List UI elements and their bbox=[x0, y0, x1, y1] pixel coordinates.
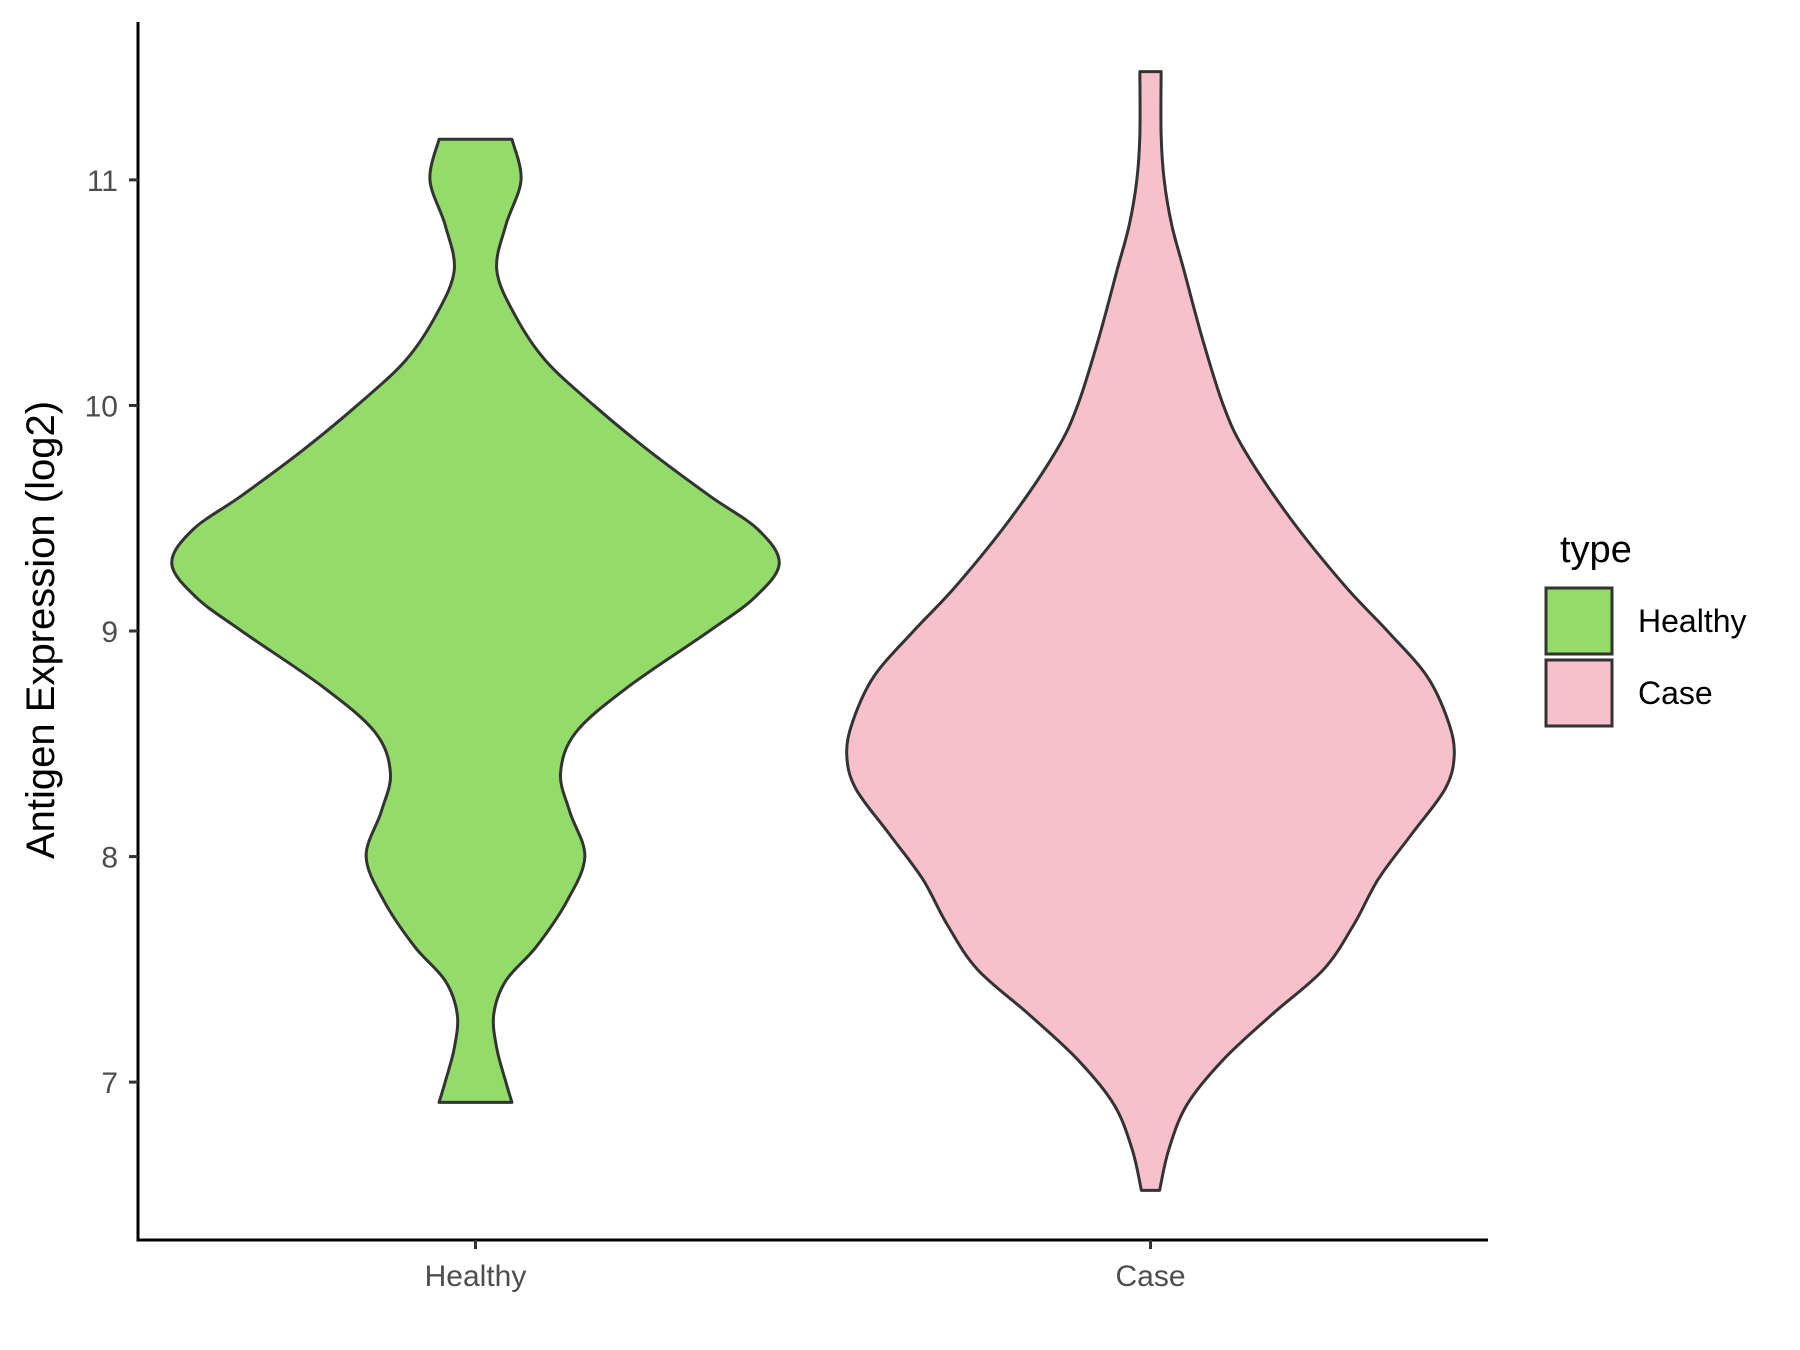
y-axis-ticks: 7 8 9 10 11 bbox=[85, 165, 138, 1100]
legend-entries: Healthy Case bbox=[1544, 586, 1747, 728]
x-tick-label: Case bbox=[1115, 1260, 1185, 1293]
violin-layer bbox=[170, 70, 1456, 1192]
legend: type Healthy Case bbox=[1544, 529, 1747, 728]
legend-key-case bbox=[1544, 658, 1614, 728]
legend-key-healthy bbox=[1544, 586, 1614, 656]
y-tick-label: 8 bbox=[101, 842, 118, 875]
violin-healthy bbox=[170, 137, 781, 1104]
y-tick-label: 7 bbox=[101, 1067, 118, 1100]
legend-title: type bbox=[1560, 529, 1632, 571]
x-tick-label: Healthy bbox=[425, 1260, 527, 1293]
legend-label-healthy: Healthy bbox=[1638, 603, 1747, 639]
y-tick-label: 9 bbox=[101, 616, 118, 649]
legend-label-case: Case bbox=[1638, 675, 1713, 711]
y-tick-label: 11 bbox=[87, 165, 118, 198]
y-tick-label: 10 bbox=[85, 390, 118, 423]
violin-case bbox=[845, 70, 1456, 1192]
y-axis-title: Antigen Expression (log2) bbox=[19, 401, 63, 859]
x-axis-ticks: Healthy Case bbox=[425, 1240, 1186, 1293]
